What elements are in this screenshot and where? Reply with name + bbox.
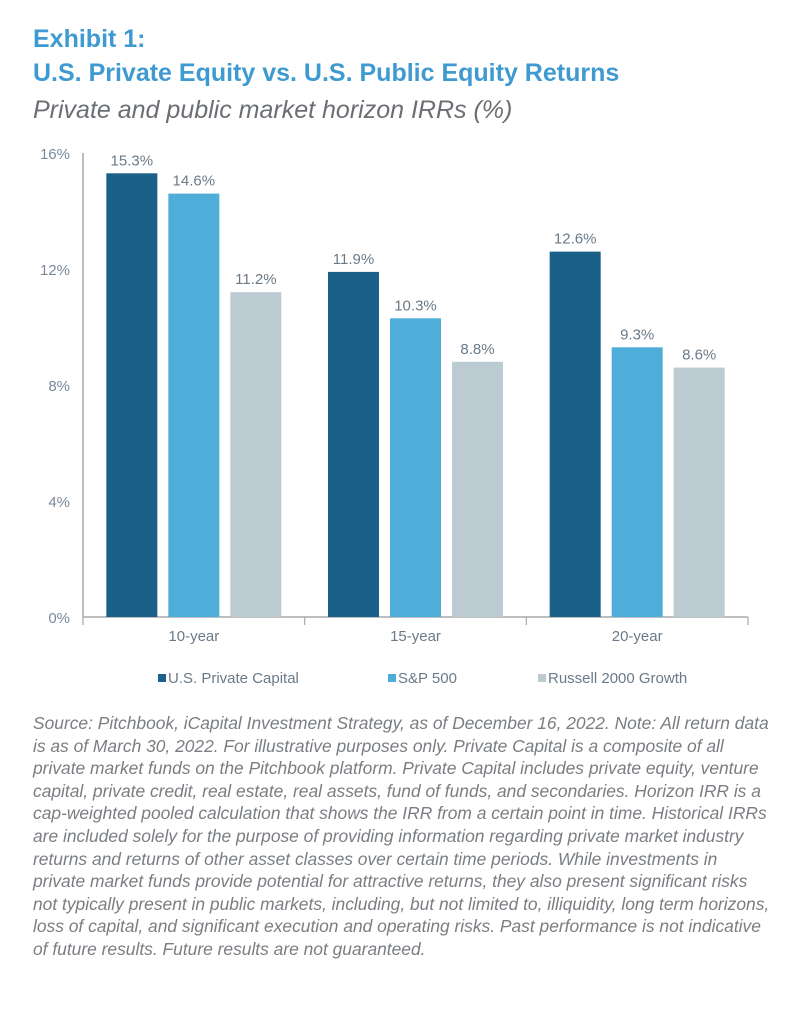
data-label: 11.9% [333, 251, 374, 268]
y-tick-label: 0% [48, 610, 70, 627]
y-tick-label: 12% [40, 262, 70, 279]
data-label: 9.3% [620, 326, 654, 343]
data-label: 15.3% [111, 152, 154, 169]
y-tick-label: 8% [48, 378, 70, 395]
bar [328, 271, 379, 617]
bar [673, 367, 725, 617]
legend-label: Russell 2000 Growth [548, 670, 687, 687]
footnote: Source: Pitchbook, iCapital Investment S… [33, 713, 770, 959]
legend-label: U.S. Private Capital [168, 670, 299, 687]
legend-swatch [158, 674, 166, 682]
x-tick-label: 20-year [612, 628, 663, 645]
x-tick-label: 15-year [390, 628, 441, 645]
legend-swatch [388, 674, 396, 682]
bar [390, 318, 441, 617]
bar [549, 251, 601, 617]
data-label: 12.6% [554, 231, 597, 248]
y-tick-label: 4% [48, 494, 70, 511]
bar-chart: 0% 4% 8% 12% 16% 10-year 15.3% 14.6% 11.2% 15-yea… [40, 146, 749, 687]
bar [230, 292, 282, 617]
data-label: 8.8% [460, 341, 494, 358]
bar [611, 347, 663, 617]
chart-subtitle: Private and public market horizon IRRs (… [33, 96, 513, 124]
bar [106, 173, 158, 618]
data-label: 8.6% [682, 347, 716, 364]
data-label: 11.2% [235, 271, 276, 288]
legend-label: S&P 500 [398, 670, 457, 687]
legend-swatch [538, 674, 546, 682]
data-label: 10.3% [394, 297, 437, 314]
y-tick-label: 16% [40, 146, 70, 163]
exhibit-label: Exhibit 1: [33, 25, 146, 53]
data-label: 14.6% [173, 173, 216, 190]
bar [168, 193, 220, 617]
chart-title: U.S. Private Equity vs. U.S. Public Equi… [33, 59, 620, 87]
chart-header: Exhibit 1: U.S. Private Equity vs. U.S. … [33, 22, 619, 90]
bar [452, 361, 503, 617]
x-tick-label: 10-year [168, 628, 219, 645]
